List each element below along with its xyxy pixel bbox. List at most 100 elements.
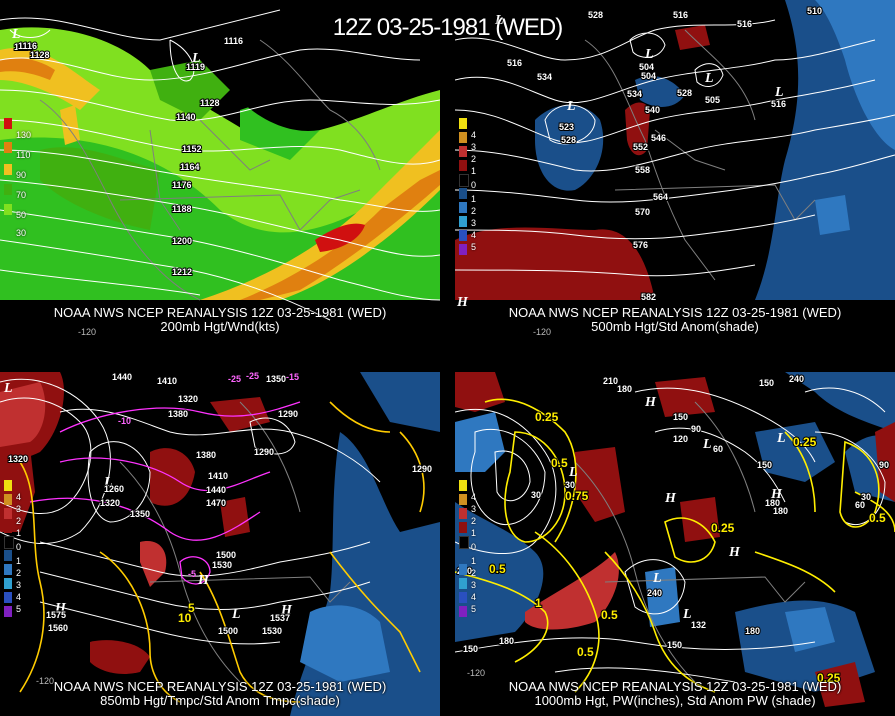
contour-label: 60	[855, 500, 865, 510]
contour-label: 552	[633, 142, 648, 152]
temperature-label: -15	[286, 372, 299, 382]
low-center: L	[776, 431, 786, 446]
contour-label: 1152	[182, 144, 202, 154]
contour-label: 528	[561, 135, 576, 145]
contour-label: 1320	[178, 394, 198, 404]
low-center: L	[3, 381, 13, 396]
legend-swatch	[459, 536, 469, 549]
contour-label: 1320	[100, 498, 120, 508]
contour-label: 150	[757, 460, 772, 470]
contour-label: 1260	[104, 484, 124, 494]
contour-label: 1128	[30, 50, 50, 60]
legend-label: 4	[471, 230, 477, 240]
longitude-label: -120	[467, 668, 485, 678]
high-center: H	[54, 601, 67, 616]
legend-swatch	[459, 188, 467, 199]
legend-swatch	[4, 480, 12, 491]
low-center: L	[682, 607, 692, 622]
legend-swatch	[4, 606, 12, 617]
contour-label: 1164	[180, 162, 200, 172]
contour-label: 1116	[224, 36, 243, 46]
legend-label: 4	[16, 492, 22, 502]
pw-label: 0.25	[711, 521, 735, 535]
low-center: L	[652, 571, 662, 586]
panel-1000mb: 210 180 150 120 90 60 30 150 180 150 240…	[455, 372, 895, 716]
contour-label: 120	[673, 434, 688, 444]
panel-caption-field: 200mb Hgt/Wnd(kts)	[160, 319, 280, 334]
legend-label: 2	[471, 516, 477, 526]
panel-caption-field: 850mb Hgt/Tmpc/Std Anom Tmpc(shade)	[100, 693, 340, 708]
contour-label: 528	[588, 10, 603, 20]
legend-label: 110	[16, 150, 31, 160]
legend-swatch	[459, 146, 467, 157]
legend-label: 5	[16, 604, 22, 614]
legend-label: 4	[16, 592, 22, 602]
map-1000mb: 210 180 150 120 90 60 30 150 180 150 240…	[455, 372, 895, 716]
legend-label: 2	[471, 206, 477, 216]
high-center: H	[664, 491, 677, 506]
legend-swatch	[459, 494, 467, 505]
legend-swatch	[459, 216, 467, 227]
contour-label: 1500	[218, 626, 238, 636]
legend-label: 30	[16, 228, 27, 238]
panel-500mb: 528 516 510 516 534 504 516 528 540 546 …	[455, 0, 895, 342]
legend-swatch	[4, 164, 12, 175]
contour-label: 150	[759, 378, 774, 388]
contour-label: 1530	[212, 560, 232, 570]
contour-label: 1350	[266, 374, 286, 384]
legend-swatch	[4, 224, 12, 235]
pw-label: 0.25	[793, 435, 817, 449]
high-center: H	[770, 487, 783, 502]
contour-label: 504	[639, 62, 654, 72]
panel-caption-source: NOAA NWS NCEP REANALYSIS 12Z 03-25-1981 …	[53, 305, 387, 320]
legend-swatch	[459, 174, 469, 187]
legend-swatch	[459, 118, 467, 129]
center-value: 1119	[186, 62, 205, 72]
legend-label: 2	[471, 154, 477, 164]
legend-label: 3	[471, 218, 477, 228]
legend-label: 1	[471, 528, 477, 538]
contour-label: 1410	[208, 471, 228, 481]
legend-label: 4	[471, 130, 477, 140]
contour-label: 1140	[176, 112, 196, 122]
legend-swatch	[459, 480, 467, 491]
legend-label: 130	[16, 130, 32, 140]
panel-200mb: 1116 1128 1140 1152 1164 1176 1188 1200 …	[0, 0, 440, 342]
contour-label: 516	[507, 58, 522, 68]
contour-label: 1350	[130, 509, 150, 519]
contour-label: 1290	[254, 447, 274, 457]
contour-label: 1500	[216, 550, 236, 560]
center-value: 180	[765, 498, 780, 508]
contour-label: 534	[627, 89, 642, 99]
contour-label: 1470	[206, 498, 226, 508]
high-center: H	[456, 295, 469, 310]
temperature-label: 5	[188, 601, 195, 615]
pw-label: 0.5	[489, 562, 506, 576]
contour-label: 1200	[172, 236, 192, 246]
temperature-label: 10	[178, 611, 192, 625]
contour-label: 1128	[200, 98, 220, 108]
contour-label: 1290	[412, 464, 432, 474]
panel-caption-field: 1000mb Hgt, PW(inches), Std Anom PW (sha…	[534, 693, 816, 708]
contour-label: 576	[633, 240, 648, 250]
contour-label: 90	[879, 460, 889, 470]
legend-swatch	[459, 592, 467, 603]
contour-label: 90	[691, 424, 701, 434]
temperature-label: -25	[246, 372, 259, 381]
contour-label: 150	[673, 412, 688, 422]
contour-label: 528	[677, 88, 692, 98]
pw-label: 0.25	[535, 410, 559, 424]
pw-label: 0.25	[817, 671, 841, 685]
legend-label: 5	[471, 242, 477, 252]
contour-label: 1560	[48, 623, 68, 633]
contour-label: 60	[713, 444, 723, 454]
contour-label: 534	[537, 72, 552, 82]
legend-label: 1	[471, 556, 477, 566]
legend-swatch	[4, 508, 12, 519]
low-center: L	[11, 27, 21, 42]
temperature-label: -25	[228, 374, 241, 384]
low-center: L	[704, 71, 714, 86]
main-title: 12Z 03-25-1981 (WED)	[332, 14, 563, 41]
high-center: H	[728, 545, 741, 560]
map-500mb: 528 516 510 516 534 504 516 528 540 546 …	[455, 0, 895, 342]
